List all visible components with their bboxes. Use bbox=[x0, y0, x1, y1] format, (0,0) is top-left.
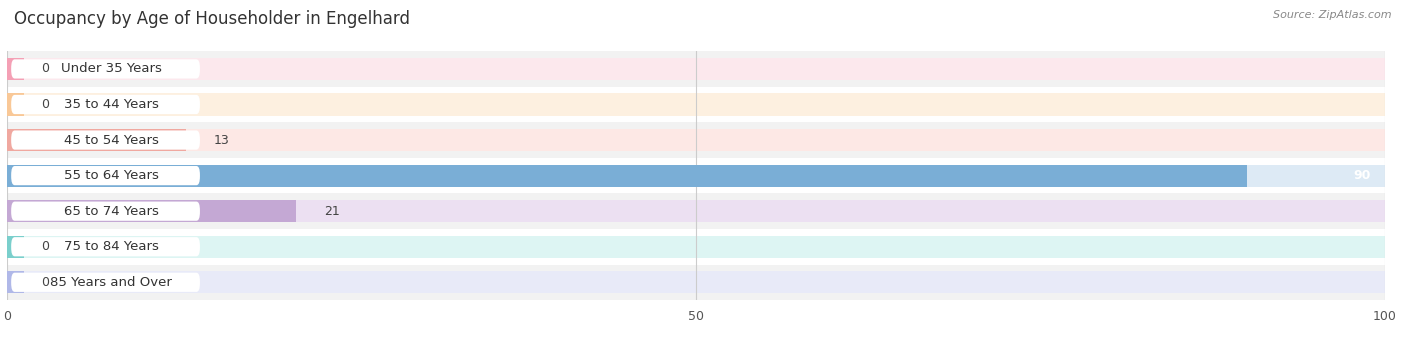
FancyBboxPatch shape bbox=[11, 237, 200, 256]
Bar bbox=[7, 87, 1385, 122]
Bar bbox=[7, 200, 297, 222]
FancyBboxPatch shape bbox=[11, 59, 200, 78]
Text: Under 35 Years: Under 35 Years bbox=[60, 62, 162, 75]
Bar bbox=[7, 51, 1385, 87]
Bar bbox=[7, 165, 1247, 187]
Text: 0: 0 bbox=[42, 240, 49, 253]
Bar bbox=[7, 271, 1385, 293]
Bar bbox=[7, 93, 24, 116]
FancyBboxPatch shape bbox=[11, 273, 200, 292]
Bar bbox=[7, 58, 1385, 80]
Bar bbox=[7, 200, 1385, 222]
Text: 0: 0 bbox=[42, 62, 49, 75]
Text: 90: 90 bbox=[1354, 169, 1371, 182]
Bar bbox=[7, 236, 1385, 258]
FancyBboxPatch shape bbox=[11, 95, 200, 114]
FancyBboxPatch shape bbox=[11, 166, 200, 185]
Bar bbox=[7, 165, 1385, 187]
Text: 0: 0 bbox=[42, 98, 49, 111]
Text: 55 to 64 Years: 55 to 64 Years bbox=[63, 169, 159, 182]
Bar bbox=[7, 229, 1385, 265]
Text: 0: 0 bbox=[42, 276, 49, 289]
Bar bbox=[7, 271, 24, 293]
Text: 21: 21 bbox=[323, 205, 340, 218]
FancyBboxPatch shape bbox=[11, 202, 200, 221]
Text: 75 to 84 Years: 75 to 84 Years bbox=[63, 240, 159, 253]
Text: Occupancy by Age of Householder in Engelhard: Occupancy by Age of Householder in Engel… bbox=[14, 10, 411, 28]
Bar bbox=[7, 129, 1385, 151]
Text: 45 to 54 Years: 45 to 54 Years bbox=[63, 134, 159, 147]
Bar bbox=[7, 236, 24, 258]
Text: 85 Years and Over: 85 Years and Over bbox=[51, 276, 172, 289]
Bar bbox=[7, 93, 1385, 116]
Bar bbox=[7, 265, 1385, 300]
Bar bbox=[7, 129, 186, 151]
Bar bbox=[7, 58, 24, 80]
Bar bbox=[7, 158, 1385, 193]
Text: 13: 13 bbox=[214, 134, 229, 147]
Bar bbox=[7, 193, 1385, 229]
FancyBboxPatch shape bbox=[11, 131, 200, 150]
Bar bbox=[7, 122, 1385, 158]
Text: Source: ZipAtlas.com: Source: ZipAtlas.com bbox=[1274, 10, 1392, 20]
Text: 65 to 74 Years: 65 to 74 Years bbox=[63, 205, 159, 218]
Text: 35 to 44 Years: 35 to 44 Years bbox=[63, 98, 159, 111]
